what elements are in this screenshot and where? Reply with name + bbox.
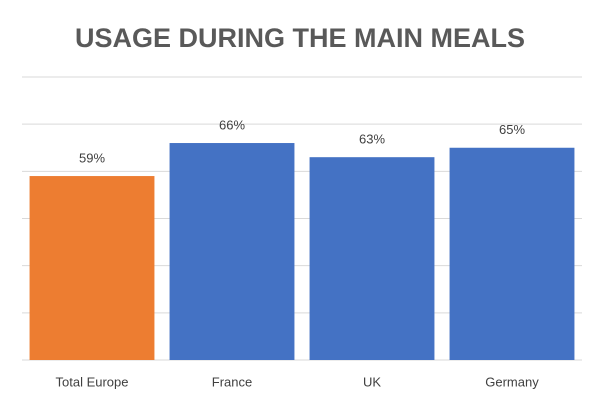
x-tick-label: Total Europe <box>56 374 129 389</box>
x-tick-label: UK <box>363 374 381 389</box>
chart-title: USAGE DURING THE MAIN MEALS <box>75 23 525 53</box>
x-tick-label: France <box>212 374 252 389</box>
bar <box>29 176 155 360</box>
value-label: 63% <box>359 132 385 147</box>
bar <box>449 147 575 360</box>
x-tick-label: Germany <box>485 374 539 389</box>
value-label: 59% <box>79 150 105 165</box>
bar <box>309 157 435 360</box>
value-label: 65% <box>499 122 525 137</box>
bar <box>169 143 295 360</box>
value-label: 66% <box>219 117 245 132</box>
